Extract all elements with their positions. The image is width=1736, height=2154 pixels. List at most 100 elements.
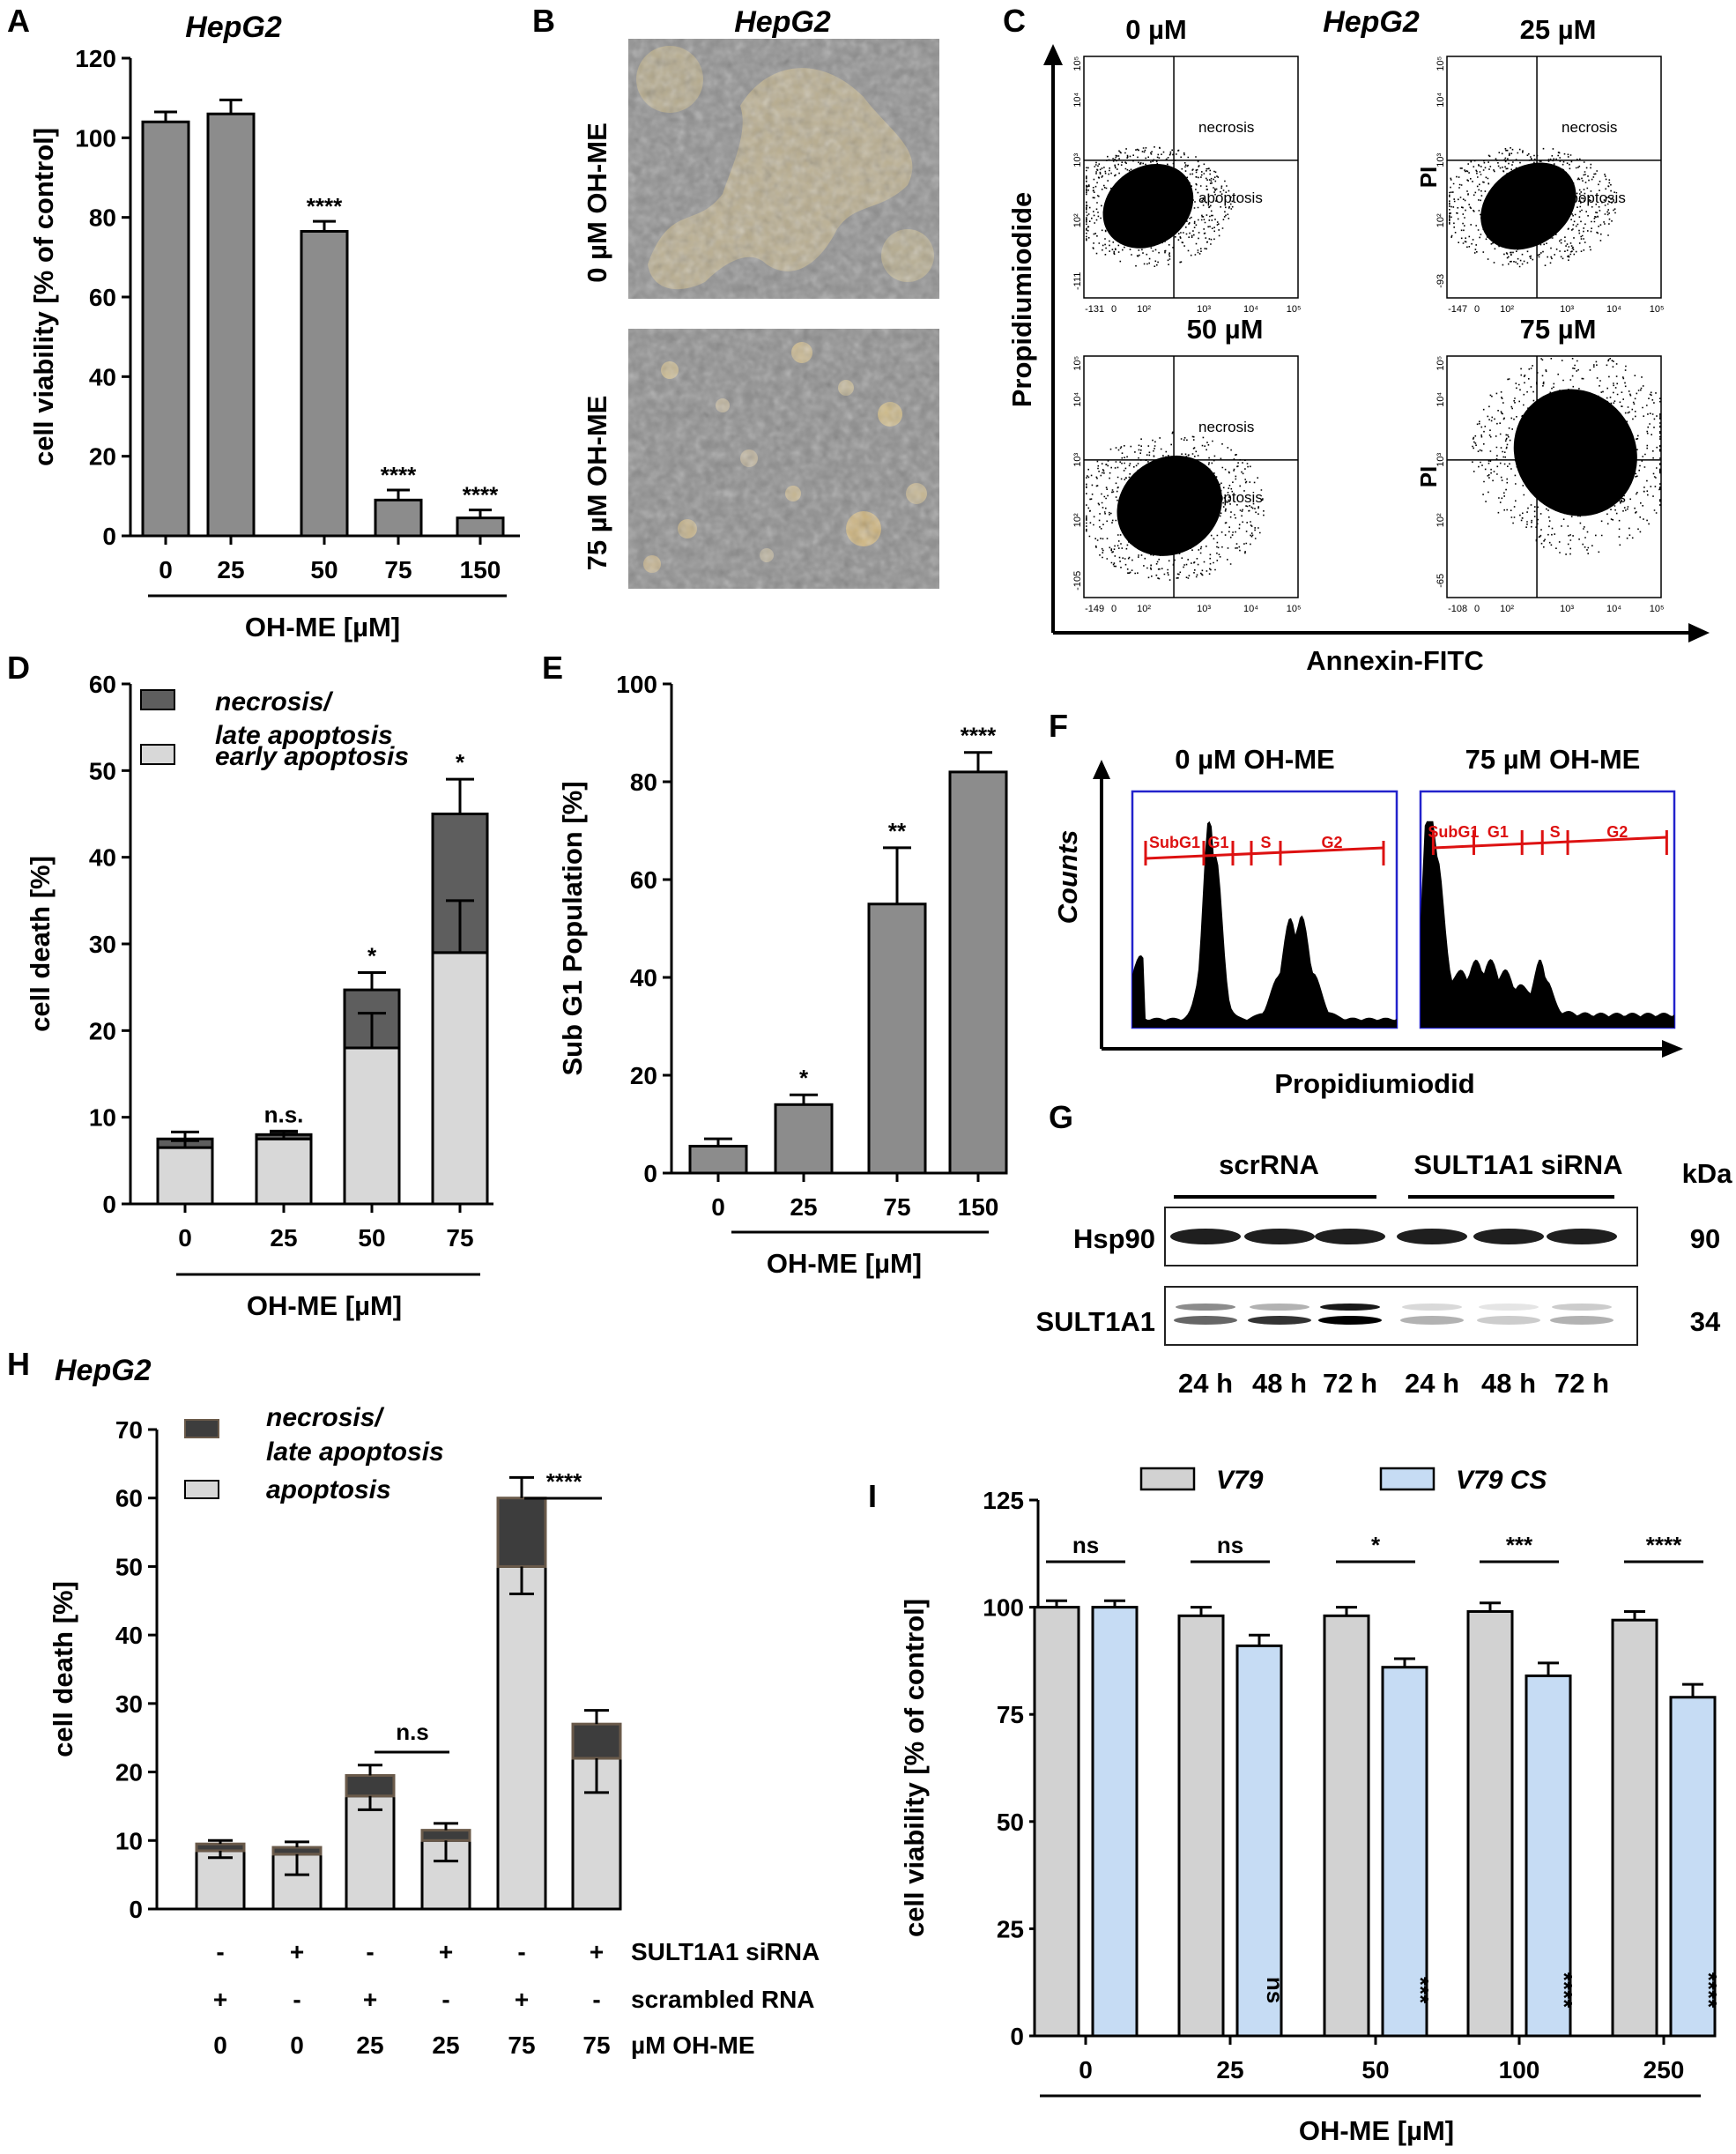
y-axis-label: cell death [%] xyxy=(48,1581,78,1757)
flow-x-tick: 10³ xyxy=(1560,304,1574,315)
quadrant-necrosis: necrosis xyxy=(1198,119,1254,136)
blot-bands xyxy=(1170,1229,1617,1325)
panel-e: E 0 20 40 60 80 100 Sub G1 Population [%] 0 25 * 7… xyxy=(542,650,1008,1279)
chart-i: 0 25 50 75 100 125 cell viability [% of contro… xyxy=(899,1466,1722,2146)
band-hsp90 xyxy=(1315,1229,1385,1244)
flow-x-tick: 10² xyxy=(1500,304,1514,315)
bar-v79cs xyxy=(1091,1606,1139,2038)
treatment-cell: + xyxy=(515,1986,529,2013)
flow-y-tick: 10⁵ xyxy=(1072,356,1083,371)
flow-x-tick: 0 xyxy=(1474,604,1480,614)
treatment-cell: 75 xyxy=(508,2031,535,2059)
flow-y-tick: -65 xyxy=(1436,574,1446,588)
flow-x-tick: -149 xyxy=(1085,604,1104,614)
blot-sult1a1 xyxy=(1164,1286,1638,1346)
bar-necrosis xyxy=(496,1497,547,1568)
flow-y-tick: 10² xyxy=(1436,213,1446,227)
flow-y-tick: 10⁵ xyxy=(1436,56,1446,71)
time-labels: 24 h 48 h 72 h 24 h 48 h 72 h xyxy=(1178,1368,1609,1399)
x-tick-label: 150 xyxy=(460,556,501,583)
flow-plot-dose: 25 µM xyxy=(1520,14,1597,45)
bar-necrosis xyxy=(195,1842,246,1853)
x-tick-label: 75 xyxy=(384,556,412,583)
x-tick-label: 150 xyxy=(958,1193,999,1221)
panel-c-ylabel: Propidiumiodide xyxy=(1006,192,1037,408)
panel-g-row-hsp90: Hsp90 xyxy=(1073,1223,1155,1254)
bar-v79 xyxy=(1177,1614,1225,2038)
treatment-cell: 0 xyxy=(290,2031,304,2059)
band-sult1a1-upper xyxy=(1174,1316,1237,1325)
flow-y-tick: 10³ xyxy=(1072,153,1083,167)
y-tick-label: 50 xyxy=(997,1809,1024,1836)
flow-y-tick: 10⁴ xyxy=(1436,392,1446,407)
panel-a-title: HepG2 xyxy=(185,11,282,44)
bar-v79 xyxy=(1611,1618,1658,2038)
panel-h: H HepG2 0 10 20 30 40 50 60 70 cell death [%] nec… xyxy=(7,1346,820,2059)
flow-y-tick: 10⁴ xyxy=(1072,392,1083,407)
gate-line xyxy=(1145,846,1384,860)
significance-label: n.s. xyxy=(264,1101,304,1127)
significance-label: **** xyxy=(381,462,417,488)
legend-swatch-apoptosis xyxy=(140,744,175,765)
flow-x-tick: 10⁵ xyxy=(1650,304,1665,315)
flow-y-tick: 10⁵ xyxy=(1436,356,1446,371)
flow-x-tick: 10² xyxy=(1500,604,1514,614)
gate-label: G1 xyxy=(1207,834,1228,851)
treatment-cell: - xyxy=(216,1938,224,1965)
gate-label: G2 xyxy=(1321,834,1342,851)
time-label: 72 h xyxy=(1323,1368,1377,1399)
band-sult1a1-lower xyxy=(1402,1304,1462,1311)
bar-apoptosis xyxy=(496,1564,547,1911)
x-tick-label: 0 xyxy=(178,1224,192,1252)
y-tick-label: 40 xyxy=(89,363,116,390)
bar-v79 xyxy=(1466,1609,1514,2038)
panel-h-title: HepG2 xyxy=(55,1354,152,1387)
bar-apoptosis xyxy=(345,1794,396,1911)
y-tick-label: 60 xyxy=(89,284,116,311)
bar xyxy=(688,1144,748,1175)
time-label: 48 h xyxy=(1481,1368,1536,1399)
flow-y-tick: 10⁵ xyxy=(1072,56,1083,71)
y-tick-label: 0 xyxy=(102,1191,116,1218)
legend-necrosis-line1: necrosis/ xyxy=(215,687,333,717)
histogram-area xyxy=(1132,821,1397,1028)
pair-significance-label: **** xyxy=(1646,1532,1682,1558)
panel-g-group1: scrRNA xyxy=(1219,1149,1319,1180)
y-tick-label: 80 xyxy=(630,769,657,796)
bar-v79 xyxy=(1323,1614,1370,2038)
panel-f-xlabel: Propidiumiodid xyxy=(1274,1068,1474,1099)
dots xyxy=(1086,146,1234,267)
time-label: 72 h xyxy=(1554,1368,1609,1399)
bar-early-apoptosis xyxy=(431,951,489,1206)
pair-significance-label: ns xyxy=(1072,1532,1099,1558)
x-tick-label: 25 xyxy=(270,1224,297,1252)
dots xyxy=(1449,147,1616,268)
gate-label: G1 xyxy=(1487,823,1509,841)
treatment-cell: + xyxy=(213,1986,227,2013)
flow-x-tick: 10⁵ xyxy=(1287,304,1302,315)
x-tick-label: 100 xyxy=(1499,2056,1540,2083)
time-label: 48 h xyxy=(1252,1368,1307,1399)
chart-a: 0 20 40 60 80 100 120 cell viability [% of cont… xyxy=(28,45,520,642)
y-tick-label: 60 xyxy=(115,1485,143,1512)
flow-x-tick: 0 xyxy=(1474,304,1480,315)
y-tick-label: 100 xyxy=(616,671,657,698)
chart-e: 0 20 40 60 80 100 Sub G1 Population [%] 0 25 * 75 *… xyxy=(557,671,1008,1279)
gate-label: G2 xyxy=(1606,823,1628,841)
y-tick-label: 60 xyxy=(89,671,116,698)
flow-y-tick: 10⁴ xyxy=(1072,93,1083,108)
x-tick-label: 75 xyxy=(883,1193,910,1221)
treatment-cell: 0 xyxy=(213,2031,227,2059)
treatment-row-label: µM OH-ME xyxy=(631,2031,755,2059)
x-tick-label: 250 xyxy=(1643,2056,1685,2083)
flow-x-tick: 0 xyxy=(1111,604,1117,614)
gate-label: SubG1 xyxy=(1428,823,1479,841)
y-tick-label: 0 xyxy=(102,523,116,550)
flow-y-tick: 10² xyxy=(1436,513,1446,527)
y-tick-label: 30 xyxy=(89,931,116,958)
band-sult1a1-lower xyxy=(1479,1304,1539,1311)
micrograph-0um xyxy=(628,39,939,299)
histogram-plot: SubG1 G1 S G2 xyxy=(1419,790,1676,1029)
